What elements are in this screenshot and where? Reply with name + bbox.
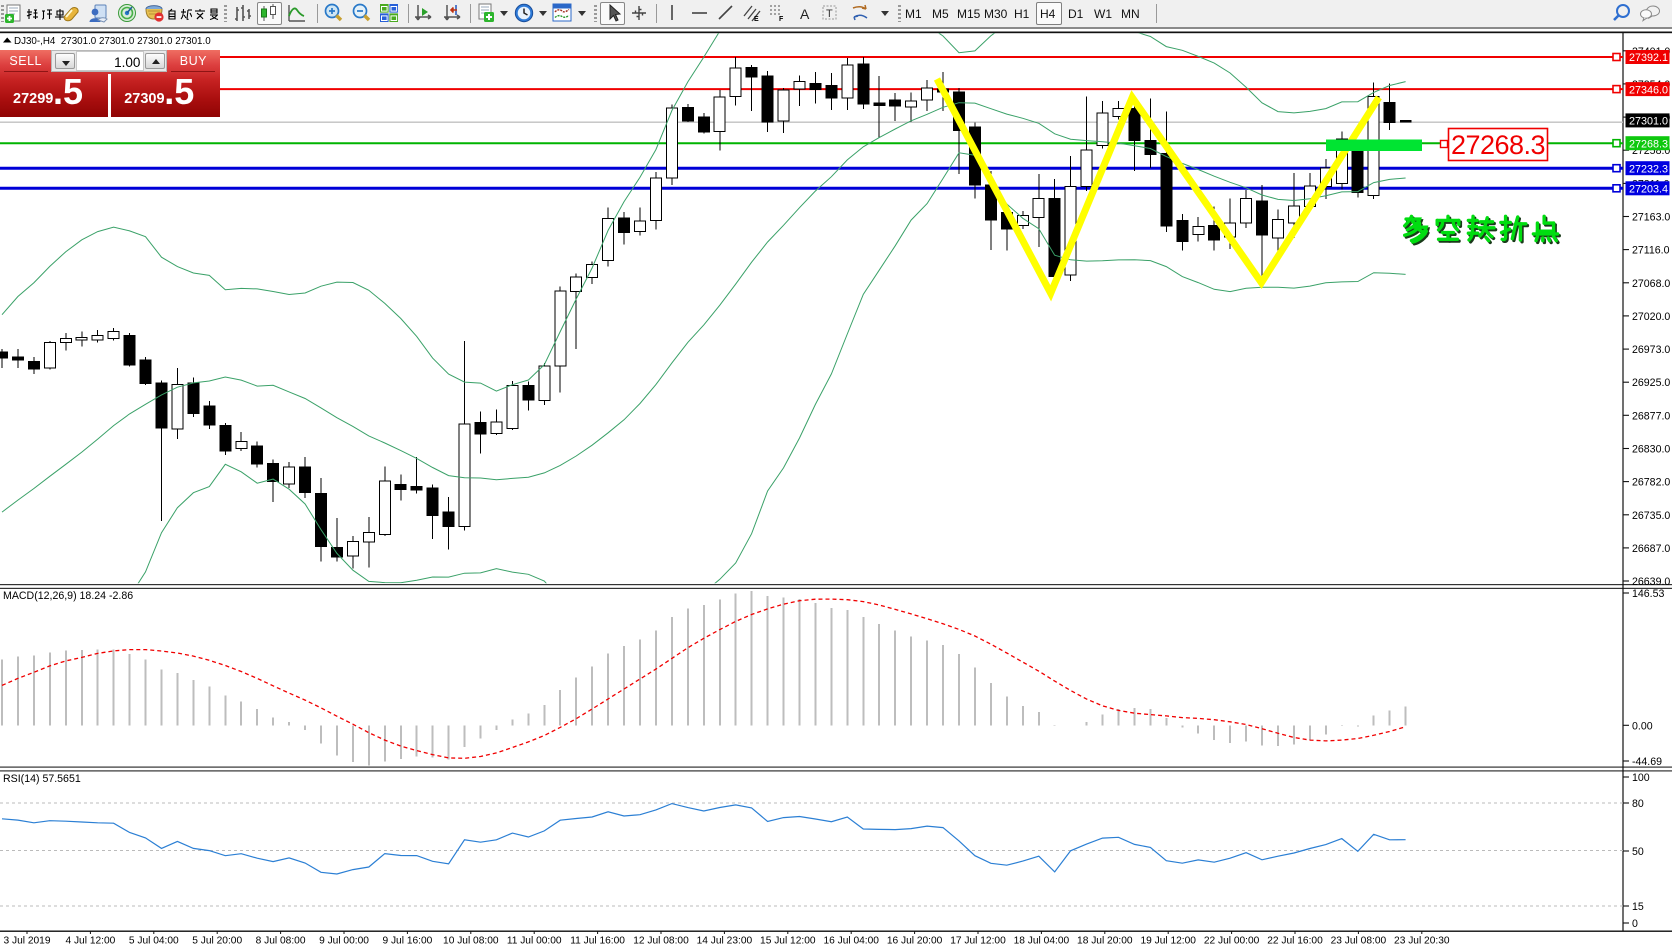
svg-text:12 Jul 08:00: 12 Jul 08:00 — [633, 936, 689, 947]
svg-text:10 Jul 08:00: 10 Jul 08:00 — [443, 936, 499, 947]
svg-text:26735.0: 26735.0 — [1632, 510, 1670, 522]
svg-text:9 Jul 00:00: 9 Jul 00:00 — [319, 936, 369, 947]
svg-text:27392.1: 27392.1 — [1629, 52, 1668, 64]
svg-text:27346.0: 27346.0 — [1629, 84, 1668, 96]
svg-text:27268.3: 27268.3 — [1451, 130, 1545, 160]
svg-text:3 Jul 2019: 3 Jul 2019 — [3, 936, 50, 947]
svg-text:5 Jul 04:00: 5 Jul 04:00 — [129, 936, 179, 947]
svg-text:23 Jul 08:00: 23 Jul 08:00 — [1331, 936, 1387, 947]
svg-text:26639.0: 26639.0 — [1632, 576, 1670, 588]
svg-text:0: 0 — [1632, 918, 1638, 930]
svg-text:27068.0: 27068.0 — [1632, 278, 1670, 290]
svg-text:23 Jul 20:30: 23 Jul 20:30 — [1394, 936, 1450, 947]
svg-text:15 Jul 12:00: 15 Jul 12:00 — [760, 936, 816, 947]
svg-text:5 Jul 20:00: 5 Jul 20:00 — [192, 936, 242, 947]
svg-text:14 Jul 23:00: 14 Jul 23:00 — [697, 936, 753, 947]
svg-text:16 Jul 20:00: 16 Jul 20:00 — [887, 936, 943, 947]
svg-text:22 Jul 16:00: 22 Jul 16:00 — [1267, 936, 1323, 947]
svg-text:16 Jul 04:00: 16 Jul 04:00 — [823, 936, 879, 947]
svg-text:22 Jul 00:00: 22 Jul 00:00 — [1204, 936, 1260, 947]
svg-text:-44.69: -44.69 — [1632, 756, 1662, 768]
svg-text:27301.0: 27301.0 — [1629, 116, 1668, 128]
svg-text:8 Jul 08:00: 8 Jul 08:00 — [256, 936, 306, 947]
svg-text:F: F — [779, 16, 784, 23]
svg-text:26973.0: 26973.0 — [1632, 344, 1670, 356]
svg-text:146.53: 146.53 — [1632, 588, 1665, 600]
svg-text:19 Jul 12:00: 19 Jul 12:00 — [1140, 936, 1196, 947]
svg-text:26830.0: 26830.0 — [1632, 444, 1670, 456]
svg-text:27232.3: 27232.3 — [1629, 163, 1668, 175]
svg-text:E: E — [754, 16, 759, 23]
svg-text:18 Jul 20:00: 18 Jul 20:00 — [1077, 936, 1133, 947]
svg-text:18 Jul 04:00: 18 Jul 04:00 — [1014, 936, 1070, 947]
svg-text:50: 50 — [1632, 846, 1644, 858]
svg-text:4 Jul 12:00: 4 Jul 12:00 — [65, 936, 115, 947]
svg-text:0.00: 0.00 — [1632, 720, 1653, 732]
svg-text:11 Jul 16:00: 11 Jul 16:00 — [570, 936, 625, 947]
svg-text:80: 80 — [1632, 798, 1644, 810]
svg-text:T: T — [826, 8, 833, 20]
svg-text:RSI(14) 57.5651: RSI(14) 57.5651 — [3, 773, 81, 785]
svg-text:26877.0: 26877.0 — [1632, 410, 1670, 422]
svg-text:26782.0: 26782.0 — [1632, 477, 1670, 489]
svg-text:9 Jul 16:00: 9 Jul 16:00 — [382, 936, 432, 947]
svg-text:100: 100 — [1632, 772, 1650, 784]
svg-text:27203.4: 27203.4 — [1629, 184, 1668, 196]
svg-text:26925.0: 26925.0 — [1632, 377, 1670, 389]
svg-text:MACD(12,26,9) 18.24 -2.86: MACD(12,26,9) 18.24 -2.86 — [3, 590, 133, 602]
svg-text:11 Jul 00:00: 11 Jul 00:00 — [507, 936, 562, 947]
svg-text:27020.0: 27020.0 — [1632, 311, 1670, 323]
svg-text:DJ30-,H4 27301.0 27301.0 2730: DJ30-,H4 27301.0 27301.0 27301.0 27301.0 — [14, 36, 211, 47]
svg-text:15: 15 — [1632, 901, 1644, 913]
svg-text:27268.3: 27268.3 — [1629, 138, 1668, 150]
svg-text:27163.0: 27163.0 — [1632, 212, 1670, 224]
svg-text:27116.0: 27116.0 — [1632, 245, 1670, 257]
svg-text:17 Jul 12:00: 17 Jul 12:00 — [950, 936, 1006, 947]
svg-text:26687.0: 26687.0 — [1632, 543, 1670, 555]
